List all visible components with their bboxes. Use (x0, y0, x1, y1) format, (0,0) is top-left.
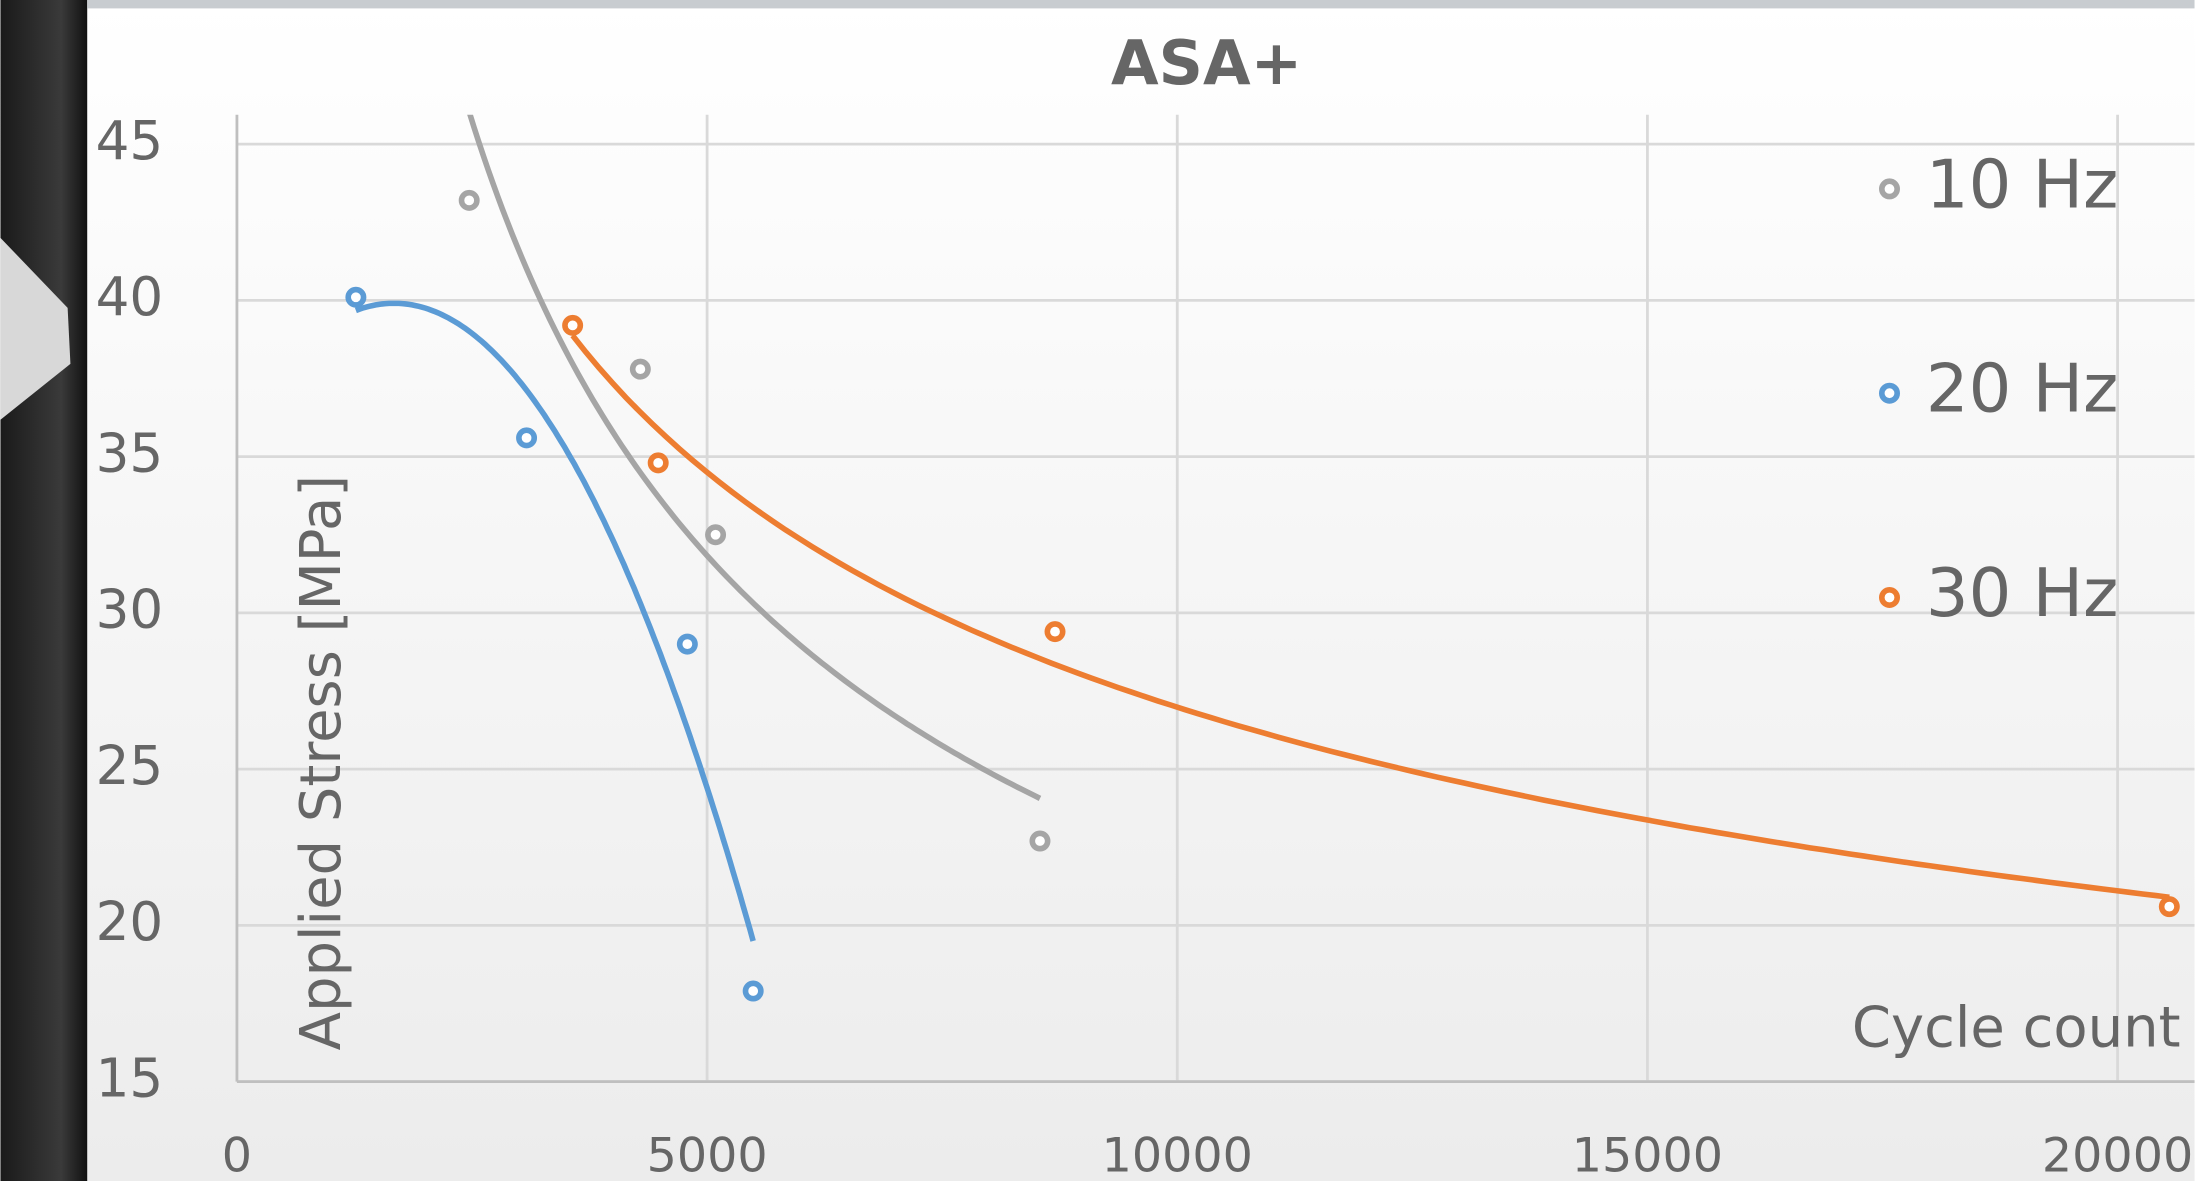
y-tick-label: 30 (96, 579, 164, 641)
photo-strip (0, 0, 88, 1181)
trendline (467, 114, 1042, 801)
y-tick-label: 40 (96, 266, 164, 328)
x-axis-title: Cycle count (1852, 995, 2181, 1060)
photo-detail (0, 237, 71, 420)
chart-title: ASA+ (1111, 27, 1302, 99)
trendline (354, 300, 756, 942)
x-tick-label: 0 (222, 1129, 252, 1181)
y-tick-label: 15 (96, 1047, 164, 1109)
x-tick-label: 10000 (1102, 1129, 1253, 1181)
y-tick-label: 45 (96, 110, 164, 172)
data-point (562, 314, 584, 336)
data-point (345, 286, 367, 308)
data-point (629, 358, 651, 380)
legend-marker (1879, 382, 1900, 404)
data-point (458, 189, 480, 211)
data-point (1029, 830, 1051, 852)
data-point (742, 980, 764, 1002)
data-point (2158, 896, 2180, 918)
trendline (570, 333, 2170, 901)
legend-marker (1879, 587, 1900, 608)
y-axis-title: Applied Stress [MPa] (289, 475, 354, 1050)
legend-label: 10 Hz (1926, 145, 2119, 223)
x-tick-label: 20000 (2042, 1129, 2193, 1181)
legend-label: 20 Hz (1926, 350, 2119, 428)
top-border (87, 0, 2195, 9)
data-point (705, 524, 727, 546)
y-tick-label: 25 (96, 735, 164, 797)
x-tick-label: 15000 (1572, 1129, 1723, 1181)
data-point (1044, 621, 1066, 643)
y-tick-label: 20 (96, 891, 164, 953)
x-tick-label: 5000 (647, 1129, 768, 1181)
y-tick-label: 35 (96, 422, 164, 484)
data-point (647, 452, 669, 474)
legend-marker (1879, 178, 1900, 200)
legend-label: 30 Hz (1926, 554, 2119, 632)
data-point (516, 427, 538, 449)
data-point (676, 633, 698, 655)
